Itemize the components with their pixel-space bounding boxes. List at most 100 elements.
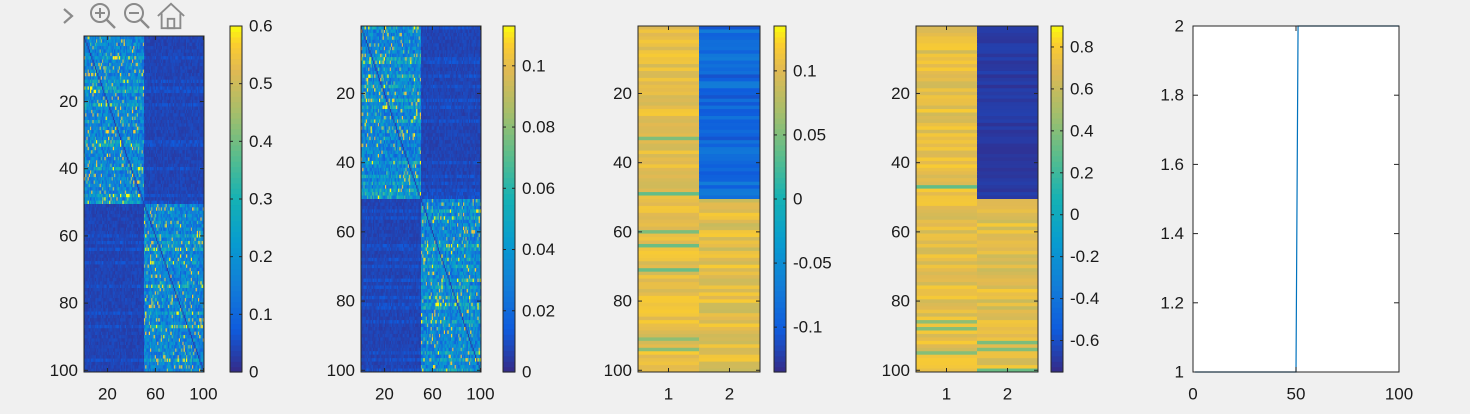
- heatmap-cell: [147, 126, 150, 131]
- heatmap-cell: [93, 146, 96, 151]
- heatmap-cell: [122, 126, 125, 131]
- heatmap-cell: [183, 39, 186, 44]
- heatmap-cell: [165, 140, 168, 145]
- heatmap-cell: [176, 79, 179, 84]
- heatmap-cell: [111, 130, 114, 134]
- heatmap-cell: [123, 133, 126, 138]
- heatmap-cell: [194, 69, 197, 74]
- heatmap-cell: [114, 46, 116, 50]
- zoom-out-button[interactable]: [122, 1, 152, 31]
- heatmap-cell: [159, 106, 162, 111]
- heatmap-cell: [175, 143, 177, 148]
- heatmap-cell: [181, 103, 183, 108]
- heatmap-cell: [168, 72, 170, 77]
- heatmap-cell: [188, 59, 191, 64]
- heatmap-cell: [186, 136, 188, 141]
- heatmap-cell: [134, 153, 137, 158]
- heatmap-cell: [165, 42, 168, 47]
- heatmap-cell: [192, 123, 194, 128]
- heatmap-cell: [112, 39, 115, 44]
- heatmap-cell: [115, 156, 117, 161]
- heatmap-cell: [136, 96, 139, 101]
- expand-toolbar-button[interactable]: [54, 1, 84, 31]
- heatmap-cell: [105, 36, 108, 40]
- heatmap-cell: [97, 126, 99, 131]
- heatmap-cell: [175, 59, 177, 64]
- zoom-out-icon: [124, 3, 150, 29]
- heatmap-cell: [105, 83, 108, 87]
- heatmap-cell: [133, 103, 135, 108]
- heatmap-cell: [141, 96, 144, 101]
- heatmap-cell: [196, 72, 199, 77]
- heatmap-cell: [134, 99, 137, 104]
- heatmap-cell: [156, 133, 158, 138]
- heatmap-cell: [186, 109, 188, 114]
- heatmap-cell: [192, 83, 194, 87]
- heatmap-cell: [87, 86, 90, 91]
- heatmap-cell: [145, 39, 147, 44]
- heatmap-cell: [193, 46, 195, 50]
- heatmap-cell: [110, 89, 113, 94]
- heatmap-cell: [98, 69, 101, 74]
- home-button[interactable]: [156, 1, 186, 31]
- heatmap-cell: [109, 79, 111, 84]
- heatmap-cell: [160, 96, 163, 101]
- heatmap-cell: [136, 130, 139, 134]
- heatmap-cell: [140, 136, 143, 141]
- heatmap-cell: [112, 62, 115, 67]
- heatmap-cell: [168, 96, 170, 101]
- heatmap-cell: [150, 140, 152, 145]
- heatmap-cell: [165, 113, 168, 118]
- heatmap-cell: [190, 42, 193, 47]
- heatmap-cell: [196, 123, 199, 128]
- heatmap-cell: [189, 96, 192, 101]
- heatmap-cell: [97, 56, 99, 61]
- heatmap-cell: [114, 69, 116, 74]
- heatmap-cell: [106, 93, 109, 97]
- heatmap-cell: [85, 116, 87, 121]
- heatmap-cell: [118, 56, 121, 61]
- heatmap-cell: [124, 126, 127, 131]
- heatmap-cell: [85, 52, 87, 57]
- heatmap-cell: [174, 89, 176, 94]
- heatmap-cell: [157, 56, 159, 61]
- heatmap-cell: [200, 143, 203, 148]
- heatmap-cell: [111, 136, 114, 141]
- heatmap-cell: [123, 130, 126, 134]
- heatmap-cell: [195, 96, 198, 101]
- heatmap-cell: [86, 156, 89, 161]
- heatmap-cell: [86, 59, 89, 64]
- heatmap-cell: [194, 146, 197, 151]
- heatmap-cell: [154, 52, 157, 57]
- heatmap-cell: [110, 49, 113, 54]
- heatmap-cell: [135, 72, 138, 77]
- heatmap-cell: [189, 49, 192, 54]
- heatmap-cell: [102, 69, 104, 74]
- zoom-in-button[interactable]: [88, 1, 118, 31]
- heatmap-cell: [188, 66, 191, 71]
- heatmap-cell: [193, 69, 195, 74]
- heatmap-cell: [132, 96, 134, 101]
- heatmap-cell: [175, 113, 177, 118]
- heatmap-cell: [201, 140, 204, 145]
- heatmap-cell: [166, 39, 169, 44]
- heatmap-cell: [193, 123, 195, 128]
- heatmap-cell: [151, 96, 153, 101]
- heatmap-cell: [90, 153, 92, 158]
- heatmap-cell: [140, 36, 143, 40]
- heatmap-cell: [188, 123, 191, 128]
- heatmap-cell: [140, 126, 143, 131]
- heatmap-cell: [156, 109, 158, 114]
- heatmap-cell: [162, 46, 164, 50]
- heatmap-cell: [94, 143, 97, 148]
- heatmap-cell: [134, 59, 137, 64]
- heatmap-cell: [183, 113, 186, 118]
- heatmap-cell: [88, 49, 91, 54]
- heatmap-cell: [148, 130, 151, 134]
- heatmap-cell: [187, 49, 189, 54]
- heatmap-cell: [159, 143, 162, 148]
- heatmap-cell: [164, 76, 167, 81]
- heatmap-cell: [129, 93, 132, 97]
- heatmap-cell: [196, 146, 199, 151]
- heatmap-cell: [117, 96, 120, 101]
